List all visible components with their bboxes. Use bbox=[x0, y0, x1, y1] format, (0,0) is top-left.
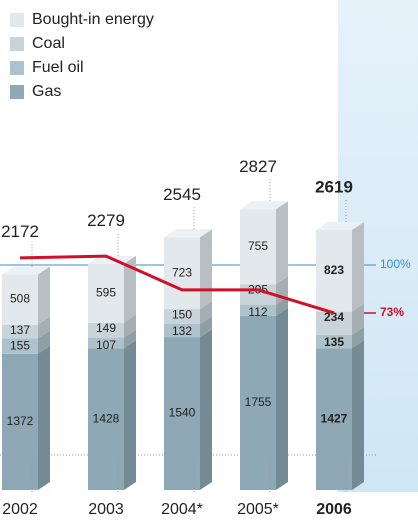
total-label: 2619 bbox=[315, 177, 353, 196]
bar-side bbox=[38, 330, 50, 354]
bar-segment bbox=[164, 237, 200, 310]
bar-segment bbox=[316, 334, 352, 349]
segment-label: 149 bbox=[96, 321, 116, 335]
legend-label: Bought-in energy bbox=[32, 11, 154, 28]
bar-side bbox=[200, 315, 212, 338]
bar-side bbox=[38, 345, 50, 490]
bar-segment bbox=[2, 338, 38, 354]
segment-label: 137 bbox=[10, 323, 30, 337]
bar-side bbox=[200, 329, 212, 490]
bar-side bbox=[124, 314, 136, 338]
segment-label: 234 bbox=[324, 310, 344, 324]
bar-top bbox=[316, 221, 364, 230]
y2-tick-label: 73% bbox=[380, 305, 404, 319]
total-label: 2545 bbox=[163, 185, 201, 204]
bar-top bbox=[164, 229, 212, 238]
legend-swatch bbox=[10, 85, 24, 99]
bar-side bbox=[124, 329, 136, 349]
bar-top bbox=[240, 201, 288, 210]
legend-swatch bbox=[10, 13, 24, 27]
segment-label: 595 bbox=[96, 285, 116, 299]
bar-side bbox=[38, 266, 50, 325]
bar-side bbox=[276, 307, 288, 490]
y2-tick-label: 100% bbox=[380, 257, 411, 271]
bar-side bbox=[38, 316, 50, 339]
segment-label: 1540 bbox=[169, 406, 196, 420]
bar-segment bbox=[316, 229, 352, 312]
bar-side bbox=[352, 221, 364, 312]
segment-label: 755 bbox=[248, 239, 268, 253]
total-label: 2827 bbox=[239, 157, 277, 176]
segment-label: 135 bbox=[324, 335, 344, 349]
legend-swatch bbox=[10, 61, 24, 75]
bar-side bbox=[124, 340, 136, 490]
bar-side bbox=[200, 229, 212, 310]
bar-segment bbox=[240, 304, 276, 316]
total-label: 2172 bbox=[1, 222, 39, 241]
bar-segment bbox=[2, 274, 38, 325]
bar-side bbox=[124, 255, 136, 323]
legend-swatch bbox=[10, 37, 24, 51]
bar-segment bbox=[240, 315, 276, 490]
segment-label: 723 bbox=[172, 265, 192, 279]
x-tick-label: 2002 bbox=[2, 501, 38, 518]
x-tick-label: 2003 bbox=[88, 501, 124, 518]
x-tick-label: 2005* bbox=[237, 501, 279, 518]
segment-label: 1372 bbox=[7, 414, 34, 428]
bar-side bbox=[352, 340, 364, 490]
legend-label: Fuel oil bbox=[32, 59, 84, 76]
ratio-line bbox=[19, 254, 335, 315]
bar-segment bbox=[316, 348, 352, 490]
legend-label: Coal bbox=[32, 35, 65, 52]
x-tick-label: 2004* bbox=[161, 501, 203, 518]
segment-label: 1427 bbox=[321, 411, 348, 425]
segment-label: 823 bbox=[324, 263, 344, 277]
bar-segment bbox=[88, 348, 124, 490]
segment-label: 1755 bbox=[245, 395, 272, 409]
segment-label: 1428 bbox=[93, 411, 120, 425]
bar-segment bbox=[2, 324, 38, 339]
segment-label: 150 bbox=[172, 307, 192, 321]
bar-side bbox=[276, 296, 288, 316]
bar-segment bbox=[164, 309, 200, 324]
legend-label: Gas bbox=[32, 83, 61, 100]
bar-segment bbox=[240, 209, 276, 285]
bar-side bbox=[352, 326, 364, 349]
bar-segment bbox=[88, 322, 124, 338]
bar-segment bbox=[88, 337, 124, 349]
x-tick-label: 2006 bbox=[316, 501, 352, 518]
bar-segment bbox=[164, 323, 200, 338]
bar-segment bbox=[88, 263, 124, 323]
bar-side bbox=[200, 301, 212, 324]
segment-label: 132 bbox=[172, 324, 192, 338]
bar-side bbox=[352, 303, 364, 335]
total-label: 2279 bbox=[87, 211, 125, 230]
segment-label: 112 bbox=[248, 305, 267, 319]
segment-label: 107 bbox=[96, 338, 116, 352]
bar-side bbox=[276, 201, 288, 285]
segment-label: 508 bbox=[10, 292, 30, 306]
bar-segment bbox=[316, 311, 352, 335]
segment-label: 155 bbox=[10, 339, 30, 353]
bar-top bbox=[2, 266, 50, 275]
